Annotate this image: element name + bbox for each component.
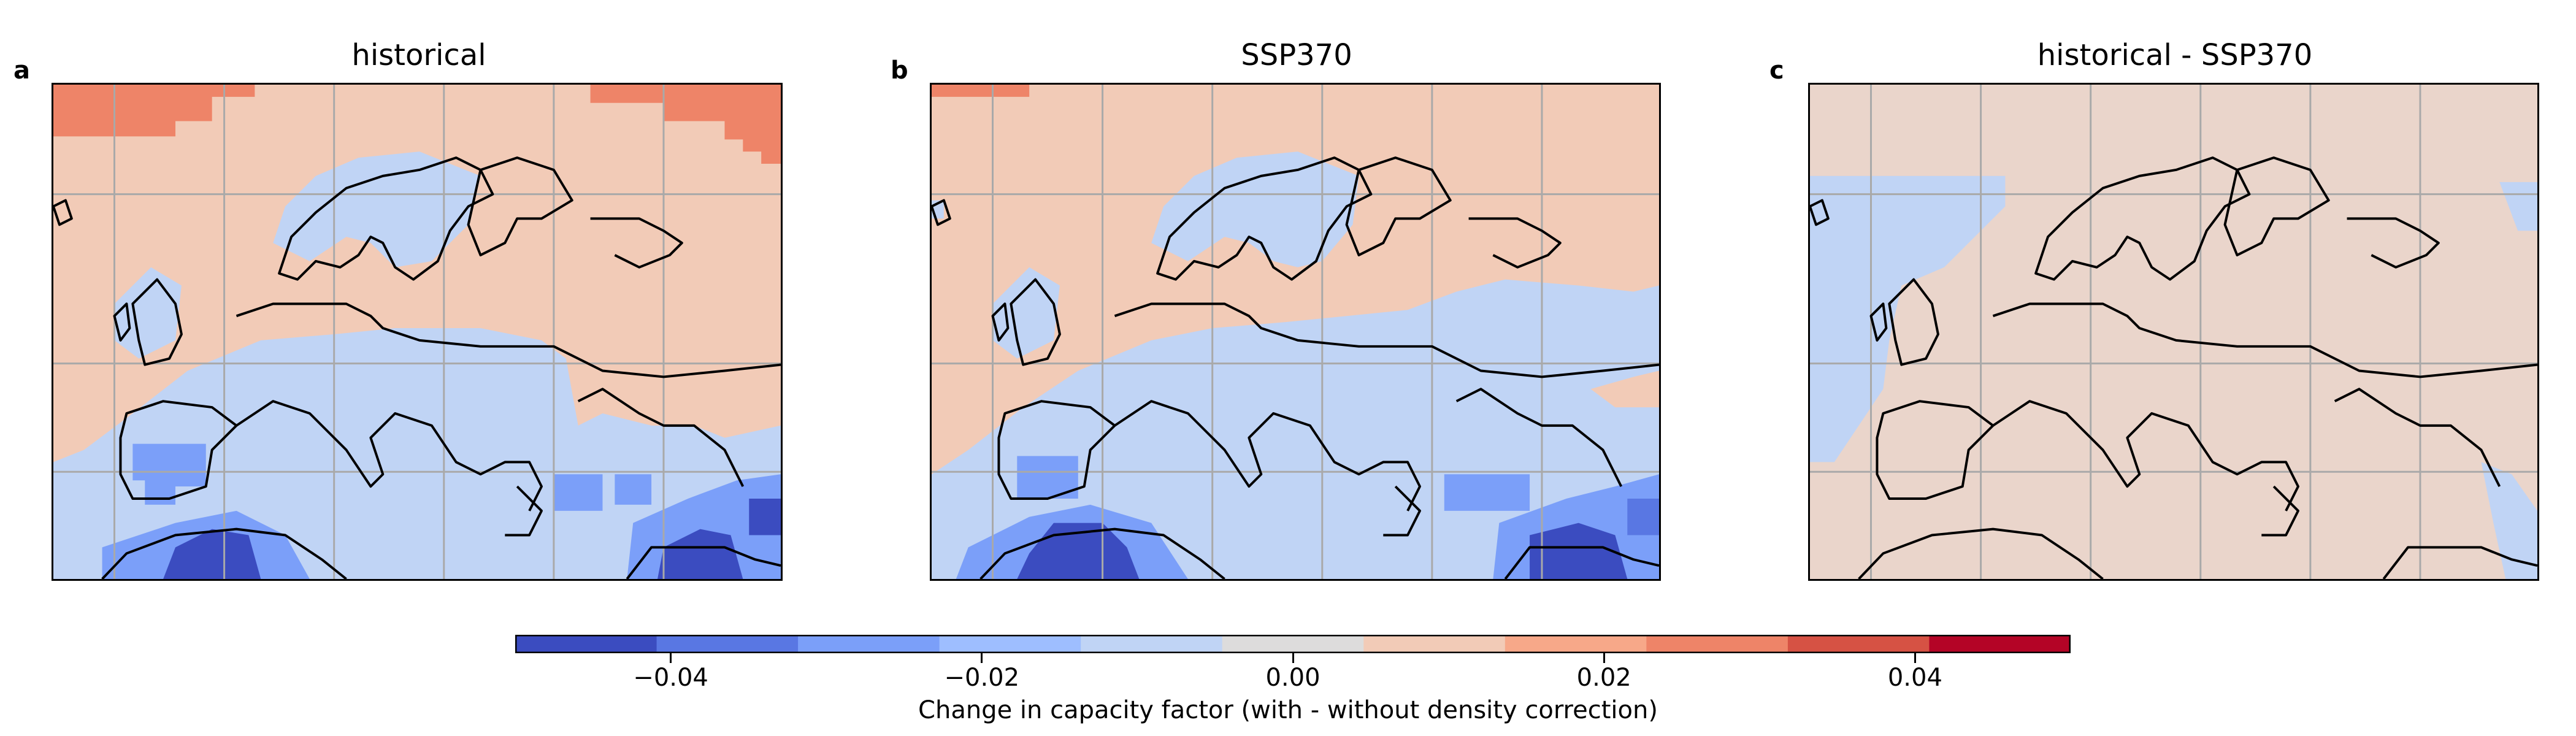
colorbar-tick xyxy=(670,653,672,663)
colorbar-bin xyxy=(798,635,940,653)
colorbar-tick xyxy=(981,653,983,663)
panel-title-historical: historical xyxy=(351,38,486,72)
colorbar-bin xyxy=(1929,635,2071,653)
panel-letter-b: b xyxy=(891,56,908,85)
panel-title-ssp370: SSP370 xyxy=(1241,38,1352,72)
colorbar-title: Change in capacity factor (with - withou… xyxy=(918,696,1658,724)
colorbar-tick xyxy=(1914,653,1916,663)
colorbar-bin xyxy=(1363,635,1506,653)
colorbar-tick-label: −0.02 xyxy=(944,664,1020,692)
colorbar-tick xyxy=(1603,653,1605,663)
colorbar-tick xyxy=(1292,653,1294,663)
colorbar-bin xyxy=(1222,635,1364,653)
colorbar-bin xyxy=(1505,635,1647,653)
colorbar xyxy=(515,635,2071,653)
map-panel-historical xyxy=(52,83,783,581)
colorbar-bin xyxy=(1787,635,1930,653)
colorbar-bin xyxy=(1646,635,1788,653)
colorbar-tick-label: 0.00 xyxy=(1265,664,1321,692)
colorbar-tick-label: −0.04 xyxy=(633,664,708,692)
map-panel-ssp370 xyxy=(930,83,1661,581)
panel-letter-a: a xyxy=(13,56,30,85)
colorbar-bin xyxy=(515,635,657,653)
panel-letter-c: c xyxy=(1769,56,1784,85)
colorbar-tick-label: 0.02 xyxy=(1576,664,1631,692)
colorbar-border xyxy=(515,635,2071,653)
colorbar-bin xyxy=(939,635,1081,653)
panel-title-difference: historical - SSP370 xyxy=(2037,38,2313,72)
colorbar-tick-label: 0.04 xyxy=(1887,664,1942,692)
colorbar-bin xyxy=(1081,635,1223,653)
map-panel-difference xyxy=(1808,83,2539,581)
colorbar-bin xyxy=(656,635,799,653)
